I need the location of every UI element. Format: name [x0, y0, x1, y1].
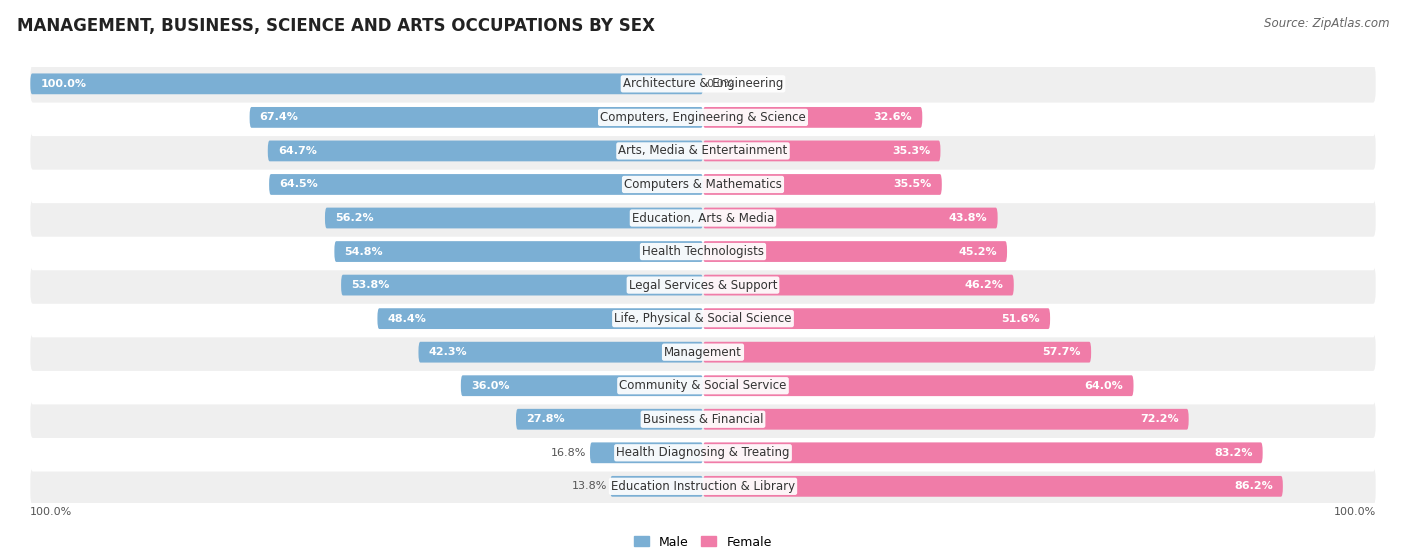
- Text: Management: Management: [664, 345, 742, 359]
- FancyBboxPatch shape: [31, 267, 1375, 304]
- FancyBboxPatch shape: [31, 334, 1375, 371]
- FancyBboxPatch shape: [342, 274, 703, 296]
- Text: 35.3%: 35.3%: [893, 146, 931, 156]
- FancyBboxPatch shape: [335, 241, 703, 262]
- Text: 64.5%: 64.5%: [280, 179, 318, 190]
- Text: MANAGEMENT, BUSINESS, SCIENCE AND ARTS OCCUPATIONS BY SEX: MANAGEMENT, BUSINESS, SCIENCE AND ARTS O…: [17, 17, 655, 35]
- Text: 13.8%: 13.8%: [571, 481, 607, 491]
- FancyBboxPatch shape: [461, 375, 703, 396]
- FancyBboxPatch shape: [703, 107, 922, 128]
- Text: 67.4%: 67.4%: [260, 112, 298, 122]
- Text: 27.8%: 27.8%: [526, 414, 565, 424]
- FancyBboxPatch shape: [703, 308, 1050, 329]
- Text: 16.8%: 16.8%: [551, 448, 586, 458]
- Text: Computers & Mathematics: Computers & Mathematics: [624, 178, 782, 191]
- FancyBboxPatch shape: [31, 73, 703, 94]
- FancyBboxPatch shape: [703, 476, 1282, 497]
- Text: 48.4%: 48.4%: [388, 314, 426, 324]
- Text: Architecture & Engineering: Architecture & Engineering: [623, 77, 783, 91]
- Text: 54.8%: 54.8%: [344, 247, 382, 257]
- Text: 51.6%: 51.6%: [1001, 314, 1040, 324]
- Text: 56.2%: 56.2%: [335, 213, 374, 223]
- FancyBboxPatch shape: [703, 241, 1007, 262]
- Text: 53.8%: 53.8%: [352, 280, 389, 290]
- Text: 43.8%: 43.8%: [949, 213, 987, 223]
- Text: 100.0%: 100.0%: [1333, 507, 1375, 517]
- Text: 36.0%: 36.0%: [471, 381, 509, 391]
- FancyBboxPatch shape: [31, 99, 1375, 136]
- Text: 100.0%: 100.0%: [41, 79, 86, 89]
- Text: 83.2%: 83.2%: [1213, 448, 1253, 458]
- FancyBboxPatch shape: [610, 476, 703, 497]
- Text: Health Diagnosing & Treating: Health Diagnosing & Treating: [616, 446, 790, 459]
- Text: 57.7%: 57.7%: [1042, 347, 1081, 357]
- FancyBboxPatch shape: [377, 308, 703, 329]
- FancyBboxPatch shape: [703, 342, 1091, 363]
- FancyBboxPatch shape: [31, 132, 1375, 169]
- Text: 45.2%: 45.2%: [959, 247, 997, 257]
- Legend: Male, Female: Male, Female: [630, 530, 776, 553]
- Text: Source: ZipAtlas.com: Source: ZipAtlas.com: [1264, 17, 1389, 30]
- FancyBboxPatch shape: [31, 233, 1375, 270]
- FancyBboxPatch shape: [31, 300, 1375, 337]
- FancyBboxPatch shape: [516, 409, 703, 430]
- Text: 32.6%: 32.6%: [873, 112, 912, 122]
- Text: Health Technologists: Health Technologists: [643, 245, 763, 258]
- FancyBboxPatch shape: [31, 200, 1375, 236]
- FancyBboxPatch shape: [267, 140, 703, 162]
- Text: 35.5%: 35.5%: [893, 179, 932, 190]
- Text: Community & Social Service: Community & Social Service: [619, 379, 787, 392]
- Text: Education, Arts & Media: Education, Arts & Media: [631, 211, 775, 225]
- FancyBboxPatch shape: [703, 140, 941, 162]
- FancyBboxPatch shape: [31, 166, 1375, 203]
- FancyBboxPatch shape: [269, 174, 703, 195]
- Text: Business & Financial: Business & Financial: [643, 413, 763, 426]
- Text: Arts, Media & Entertainment: Arts, Media & Entertainment: [619, 144, 787, 158]
- FancyBboxPatch shape: [31, 434, 1375, 471]
- Text: 0.0%: 0.0%: [706, 79, 734, 89]
- Text: 86.2%: 86.2%: [1234, 481, 1272, 491]
- FancyBboxPatch shape: [325, 207, 703, 229]
- Text: 46.2%: 46.2%: [965, 280, 1004, 290]
- FancyBboxPatch shape: [250, 107, 703, 128]
- FancyBboxPatch shape: [703, 174, 942, 195]
- Text: Computers, Engineering & Science: Computers, Engineering & Science: [600, 111, 806, 124]
- FancyBboxPatch shape: [31, 468, 1375, 505]
- FancyBboxPatch shape: [31, 65, 1375, 102]
- FancyBboxPatch shape: [703, 409, 1188, 430]
- Text: 64.7%: 64.7%: [278, 146, 316, 156]
- FancyBboxPatch shape: [703, 274, 1014, 296]
- FancyBboxPatch shape: [31, 401, 1375, 438]
- FancyBboxPatch shape: [31, 367, 1375, 404]
- Text: 42.3%: 42.3%: [429, 347, 467, 357]
- FancyBboxPatch shape: [419, 342, 703, 363]
- Text: 64.0%: 64.0%: [1084, 381, 1123, 391]
- Text: 100.0%: 100.0%: [31, 507, 73, 517]
- FancyBboxPatch shape: [703, 207, 998, 229]
- Text: Legal Services & Support: Legal Services & Support: [628, 278, 778, 292]
- FancyBboxPatch shape: [591, 442, 703, 463]
- FancyBboxPatch shape: [703, 442, 1263, 463]
- Text: 72.2%: 72.2%: [1140, 414, 1178, 424]
- FancyBboxPatch shape: [703, 375, 1133, 396]
- Text: Education Instruction & Library: Education Instruction & Library: [612, 480, 794, 493]
- Text: Life, Physical & Social Science: Life, Physical & Social Science: [614, 312, 792, 325]
